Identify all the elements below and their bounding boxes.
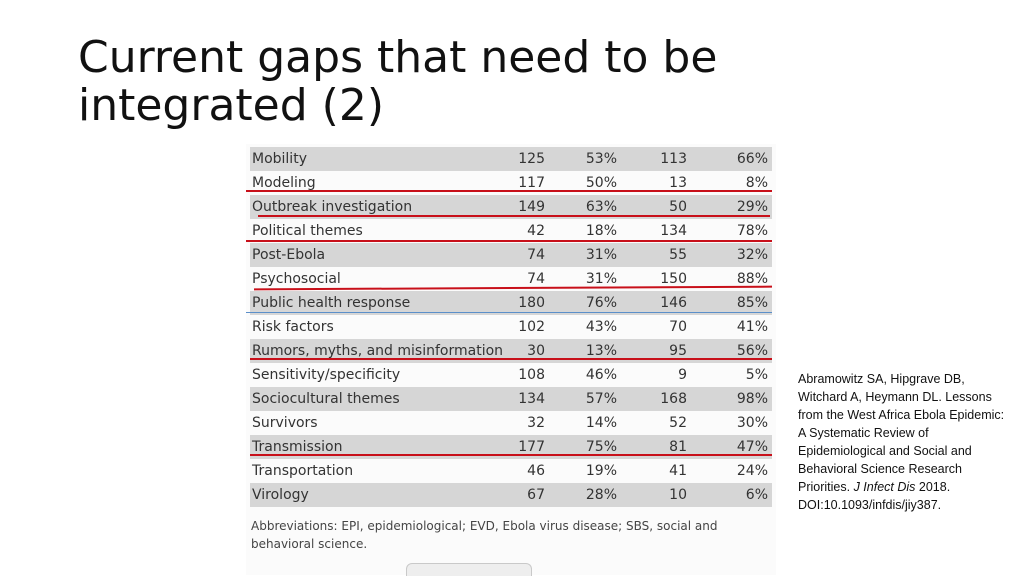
table-footnote: Abbreviations: EPI, epidemiological; EVD…: [251, 519, 718, 551]
theme-name-cell: Risk factors: [252, 319, 334, 335]
theme-name-cell: Virology: [250, 483, 505, 507]
theme-name-cell: Mobility: [250, 147, 505, 171]
percent-b-cell: 85%: [691, 291, 772, 315]
percent-b-cell: 30%: [736, 415, 768, 431]
percent-b-cell: 8%: [745, 175, 768, 191]
count-b-cell: 134: [660, 223, 687, 239]
citation-details: 2018. DOI:10.1093/infdis/jiy387.: [798, 480, 951, 512]
table-row: Sensitivity/specificity 108 46% 9 5%: [250, 363, 772, 387]
table-row: Survivors 32 14% 52 30%: [250, 411, 772, 435]
count-a-cell: 134: [505, 387, 549, 411]
count-b-cell: 9: [678, 367, 687, 383]
theme-name-cell: Transportation: [252, 463, 354, 479]
percent-a-cell: 43%: [585, 319, 617, 335]
table-body: Mobility 125 53% 113 66% Modeling 117 50…: [250, 147, 772, 507]
theme-name-cell: Sociocultural themes: [250, 387, 505, 411]
percent-b-cell: 41%: [736, 319, 768, 335]
slide-title: Current gaps that need to be integrated …: [78, 34, 778, 130]
percent-a-cell: 14%: [585, 415, 617, 431]
citation-text: Abramowitz SA, Hipgrave DB, Witchard A, …: [798, 372, 1005, 494]
count-a-cell: 125: [505, 147, 549, 171]
percent-b-cell: 6%: [691, 483, 772, 507]
table-row: Modeling 117 50% 13 8%: [250, 171, 772, 195]
table-row: Virology 67 28% 10 6%: [250, 483, 772, 507]
percent-a-cell: 46%: [585, 367, 617, 383]
count-a-cell: 102: [518, 319, 545, 335]
theme-name-cell: Modeling: [252, 175, 316, 191]
count-b-cell: 13: [669, 175, 687, 191]
count-b-cell: 41: [669, 463, 687, 479]
percent-a-cell: 19%: [585, 463, 617, 479]
table-row: Post-Ebola 74 31% 55 32%: [250, 243, 772, 267]
theme-name-cell: Political themes: [252, 223, 363, 239]
table-row: Sociocultural themes 134 57% 168 98%: [250, 387, 772, 411]
theme-name-cell: Psychosocial: [252, 271, 341, 287]
research-themes-table: Mobility 125 53% 113 66% Modeling 117 50…: [250, 147, 772, 507]
citation-journal: J Infect Dis: [853, 480, 916, 494]
count-a-cell: 74: [527, 271, 545, 287]
red-underline: [250, 358, 772, 360]
count-a-cell: 180: [505, 291, 549, 315]
count-a-cell: 32: [527, 415, 545, 431]
count-b-cell: 10: [621, 483, 691, 507]
count-b-cell: 52: [669, 415, 687, 431]
percent-b-cell: 66%: [691, 147, 772, 171]
count-b-cell: 168: [621, 387, 691, 411]
count-a-cell: 42: [527, 223, 545, 239]
theme-name-cell: Survivors: [252, 415, 318, 431]
count-b-cell: 55: [621, 243, 691, 267]
percent-b-cell: 24%: [736, 463, 768, 479]
blue-underline: [246, 312, 772, 313]
red-underline: [258, 215, 770, 217]
table-row: Risk factors 102 43% 70 41%: [250, 315, 772, 339]
percent-b-cell: 78%: [736, 223, 768, 239]
table-row: Public health response 180 76% 146 85%: [250, 291, 772, 315]
title-line-2: integrated (2): [78, 80, 384, 131]
table-row: Political themes 42 18% 134 78%: [250, 219, 772, 243]
table-row: Mobility 125 53% 113 66%: [250, 147, 772, 171]
count-a-cell: 67: [505, 483, 549, 507]
citation: Abramowitz SA, Hipgrave DB, Witchard A, …: [798, 370, 1008, 514]
count-a-cell: 74: [505, 243, 549, 267]
count-a-cell: 46: [527, 463, 545, 479]
image-tab: [406, 563, 532, 576]
count-b-cell: 113: [621, 147, 691, 171]
red-underline: [246, 240, 772, 242]
count-b-cell: 70: [669, 319, 687, 335]
percent-a-cell: 50%: [585, 175, 617, 191]
red-underline: [250, 454, 772, 456]
percent-a-cell: 28%: [549, 483, 621, 507]
percent-a-cell: 31%: [549, 243, 621, 267]
table-row: Transportation 46 19% 41 24%: [250, 459, 772, 483]
count-a-cell: 108: [518, 367, 545, 383]
table-image: Mobility 125 53% 113 66% Modeling 117 50…: [246, 144, 776, 576]
count-b-cell: 146: [621, 291, 691, 315]
percent-a-cell: 18%: [585, 223, 617, 239]
red-underline: [246, 190, 772, 192]
percent-b-cell: 32%: [691, 243, 772, 267]
title-line-1: Current gaps that need to be: [78, 32, 718, 83]
percent-a-cell: 31%: [585, 271, 617, 287]
count-a-cell: 117: [518, 175, 545, 191]
theme-name-cell: Sensitivity/specificity: [252, 367, 401, 383]
theme-name-cell: Public health response: [250, 291, 505, 315]
percent-a-cell: 53%: [549, 147, 621, 171]
percent-b-cell: 5%: [745, 367, 768, 383]
table-row: Psychosocial 74 31% 150 88%: [250, 267, 772, 291]
percent-b-cell: 88%: [736, 271, 768, 287]
percent-a-cell: 76%: [549, 291, 621, 315]
count-b-cell: 150: [660, 271, 687, 287]
theme-name-cell: Post-Ebola: [250, 243, 505, 267]
percent-a-cell: 57%: [549, 387, 621, 411]
percent-b-cell: 98%: [691, 387, 772, 411]
